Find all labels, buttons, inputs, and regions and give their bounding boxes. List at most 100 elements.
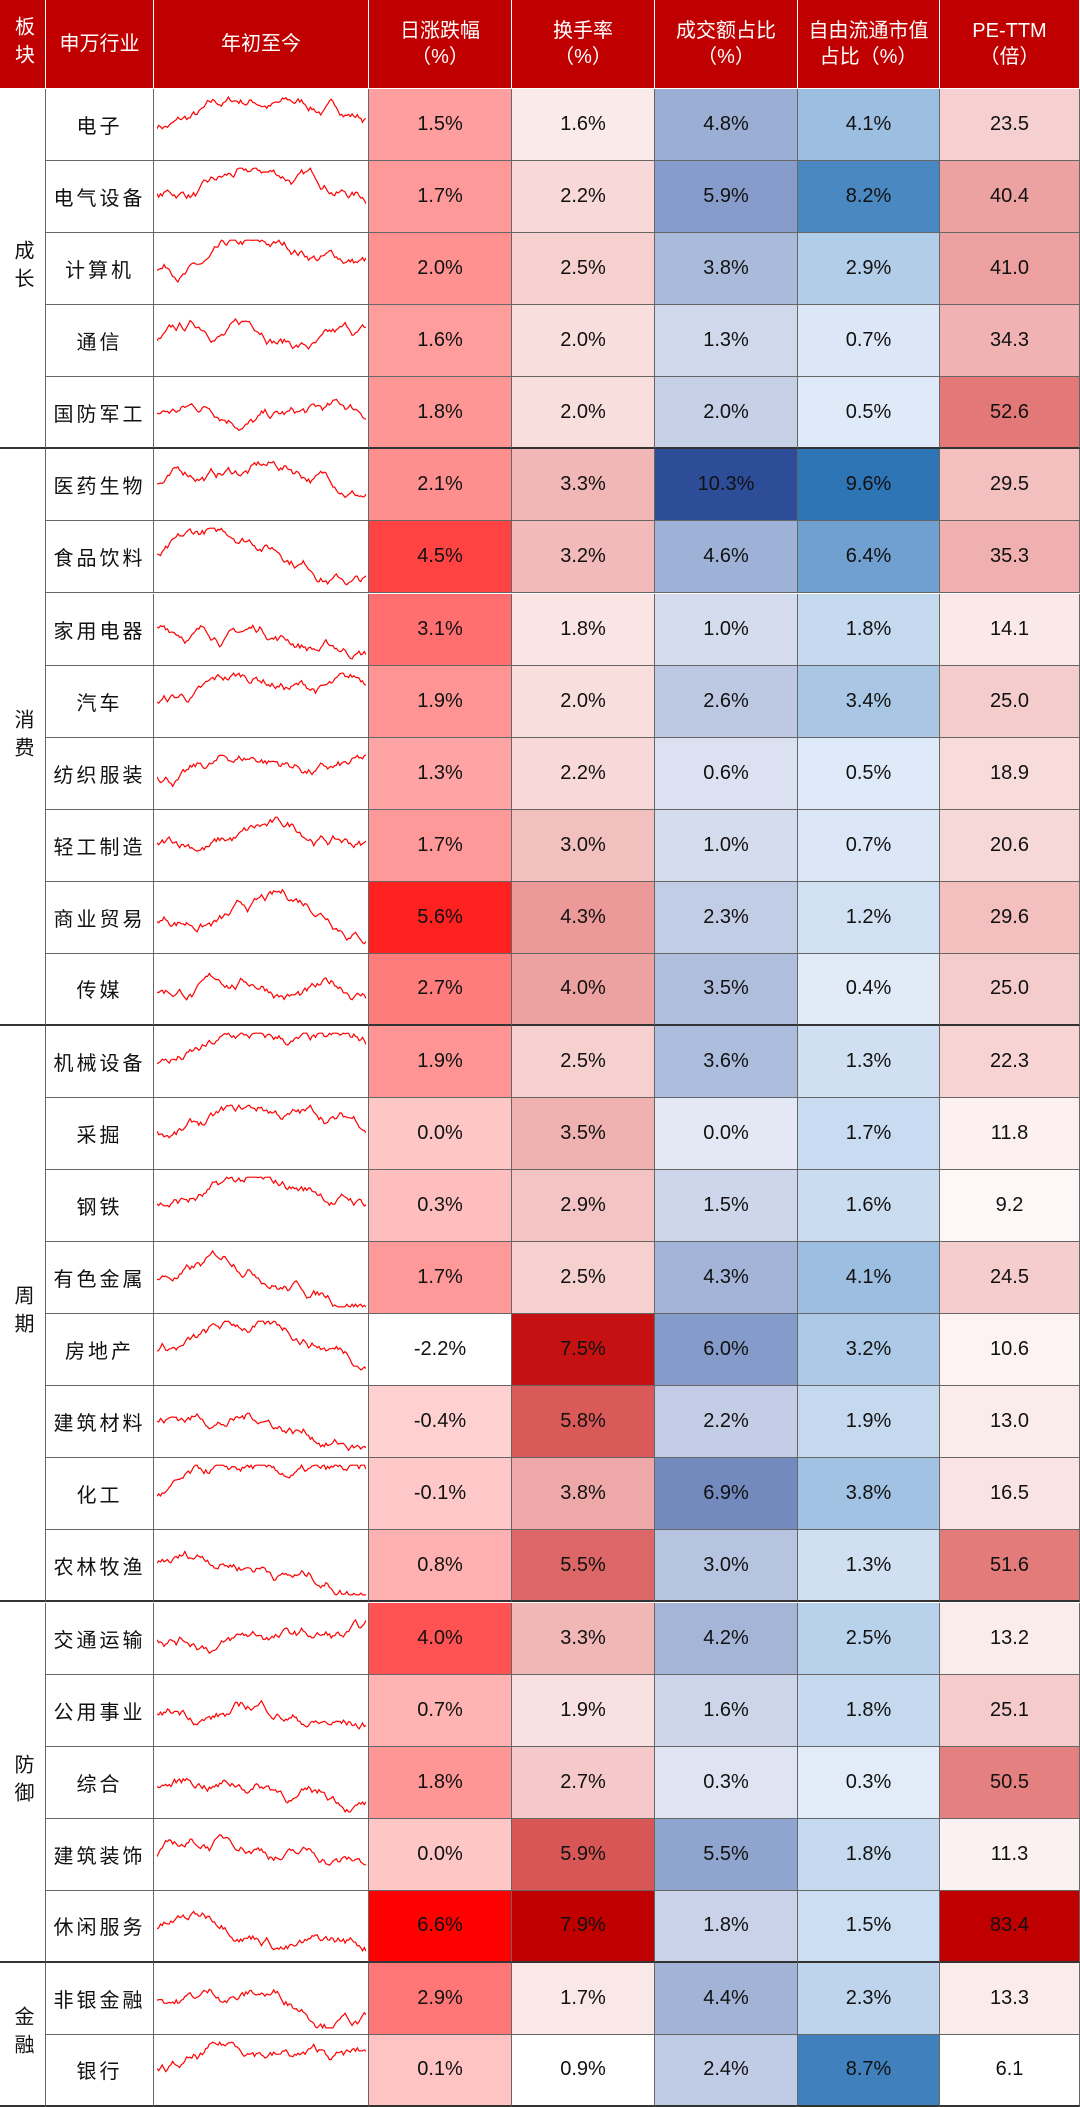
value-text: 2.9% [417,1986,463,2009]
header-line: 换手率 [553,20,613,42]
value-text: 51.6 [990,1553,1029,1576]
industry-cell: 家用电器 [46,593,154,666]
group-cell: 防御 [0,1602,46,1963]
value-text: 3.4% [845,689,892,712]
value-cell: 29.5 [940,449,1080,522]
value-text: 9.2 [995,1194,1024,1217]
value-text: 3.1% [417,617,463,640]
value-text: 2.2% [703,1410,749,1433]
industry-cell: 计算机 [46,233,154,306]
trend-cell [154,1242,369,1315]
sparkline-path [157,1550,366,1597]
value-text: 35.3 [990,545,1029,568]
value-cell: 7.5% [512,1314,655,1387]
value-text: 0.5% [845,400,892,423]
trend-cell [154,1314,369,1387]
industry-name: 化工 [76,1485,123,1508]
trend-cell [154,305,369,378]
industry-name: 农林牧渔 [53,1556,146,1579]
header-line: （倍） [979,46,1040,68]
industry-name: 休闲服务 [53,1917,146,1940]
sparkline [157,1320,366,1371]
industry-name: 交通运输 [53,1629,146,1652]
sparkline-path [157,527,366,586]
industry-name: 国防军工 [53,403,146,426]
sparkline [157,972,366,1001]
value-cell: -0.1% [369,1458,512,1531]
value-cell: 3.8% [512,1458,655,1531]
value-text: 1.6% [417,329,463,352]
value-text: 1.3% [845,1049,892,1072]
sparkline-path [157,1777,366,1813]
trend-cell [154,953,369,1026]
sparkline-path [157,1249,366,1308]
value-text: 2.5% [560,1049,606,1072]
industry-name: 电子 [76,116,123,139]
value-cell: 1.7% [369,1242,512,1315]
industry-cell: 医药生物 [46,449,154,522]
industry-cell: 纺织服装 [46,737,154,810]
value-text: 22.3 [990,1049,1029,1072]
industry-name: 房地产 [65,1341,134,1364]
value-text: 1.9% [560,1698,606,1721]
value-text: 0.0% [417,1842,463,1865]
industry-name: 建筑装饰 [53,1845,146,1868]
value-text: -0.1% [413,1482,467,1505]
value-cell: 8.2% [798,161,940,234]
value-cell: 34.3 [940,305,1080,378]
header-group: 板块 [11,16,34,72]
industry-cell: 银行 [46,2034,154,2107]
value-text: 3.8% [703,257,749,280]
value-text: 6.0% [703,1338,749,1361]
value-text: 11.8 [990,1122,1029,1145]
value-text: 4.6% [703,545,749,568]
value-text: 18.9 [990,761,1029,784]
value-text: 29.6 [990,905,1029,928]
value-cell: 0.1% [369,2034,512,2107]
value-text: -2.2% [413,1338,467,1361]
value-cell: 1.8% [655,1890,798,1963]
sparkline-path [157,167,366,205]
sparkline [157,1699,366,1730]
trend-cell [154,377,369,450]
value-text: 3.8% [845,1482,892,1505]
trend-cell [154,1386,369,1459]
value-cell: 1.8% [798,1818,940,1891]
value-text: 1.5% [417,113,463,136]
value-cell: 4.1% [798,89,940,162]
industry-name: 家用电器 [53,620,146,643]
value-cell: 0.8% [369,1530,512,1603]
industry-name: 汽车 [76,692,123,715]
value-text: 29.5 [990,473,1029,496]
value-text: 1.0% [703,833,749,856]
sparkline-path [157,95,366,130]
sparkline-path [157,398,366,432]
sparkline-path [157,1988,366,2030]
industry-name: 综合 [76,1773,123,1796]
sparkline-path [157,1412,366,1452]
value-cell: 0.6% [655,737,798,810]
header-cell: 日涨跌幅 （%） [369,0,512,89]
industry-cell: 国防军工 [46,377,154,450]
value-cell: 2.3% [798,1962,940,2035]
value-text: 1.3% [703,329,749,352]
header-cell: PE-TTM （倍） [940,0,1080,89]
value-text: 3.0% [560,833,606,856]
trend-cell [154,1530,369,1603]
sparkline-path [157,753,366,788]
value-text: 13.3 [990,1986,1029,2009]
value-cell: 4.5% [369,521,512,594]
value-cell: 1.6% [512,89,655,162]
industry-name: 有色金属 [53,1269,146,1292]
value-cell: 3.0% [655,1530,798,1603]
value-cell: 18.9 [940,737,1080,810]
trend-cell [154,1890,369,1963]
value-text: 20.6 [990,833,1029,856]
header-line: 成交额占比 [676,20,776,42]
value-text: 1.8% [845,1698,892,1721]
value-text: 1.8% [845,1842,892,1865]
value-cell: 2.6% [655,665,798,738]
industry-name: 食品饮料 [53,548,146,571]
trend-cell [154,521,369,594]
value-cell: 14.1 [940,593,1080,666]
